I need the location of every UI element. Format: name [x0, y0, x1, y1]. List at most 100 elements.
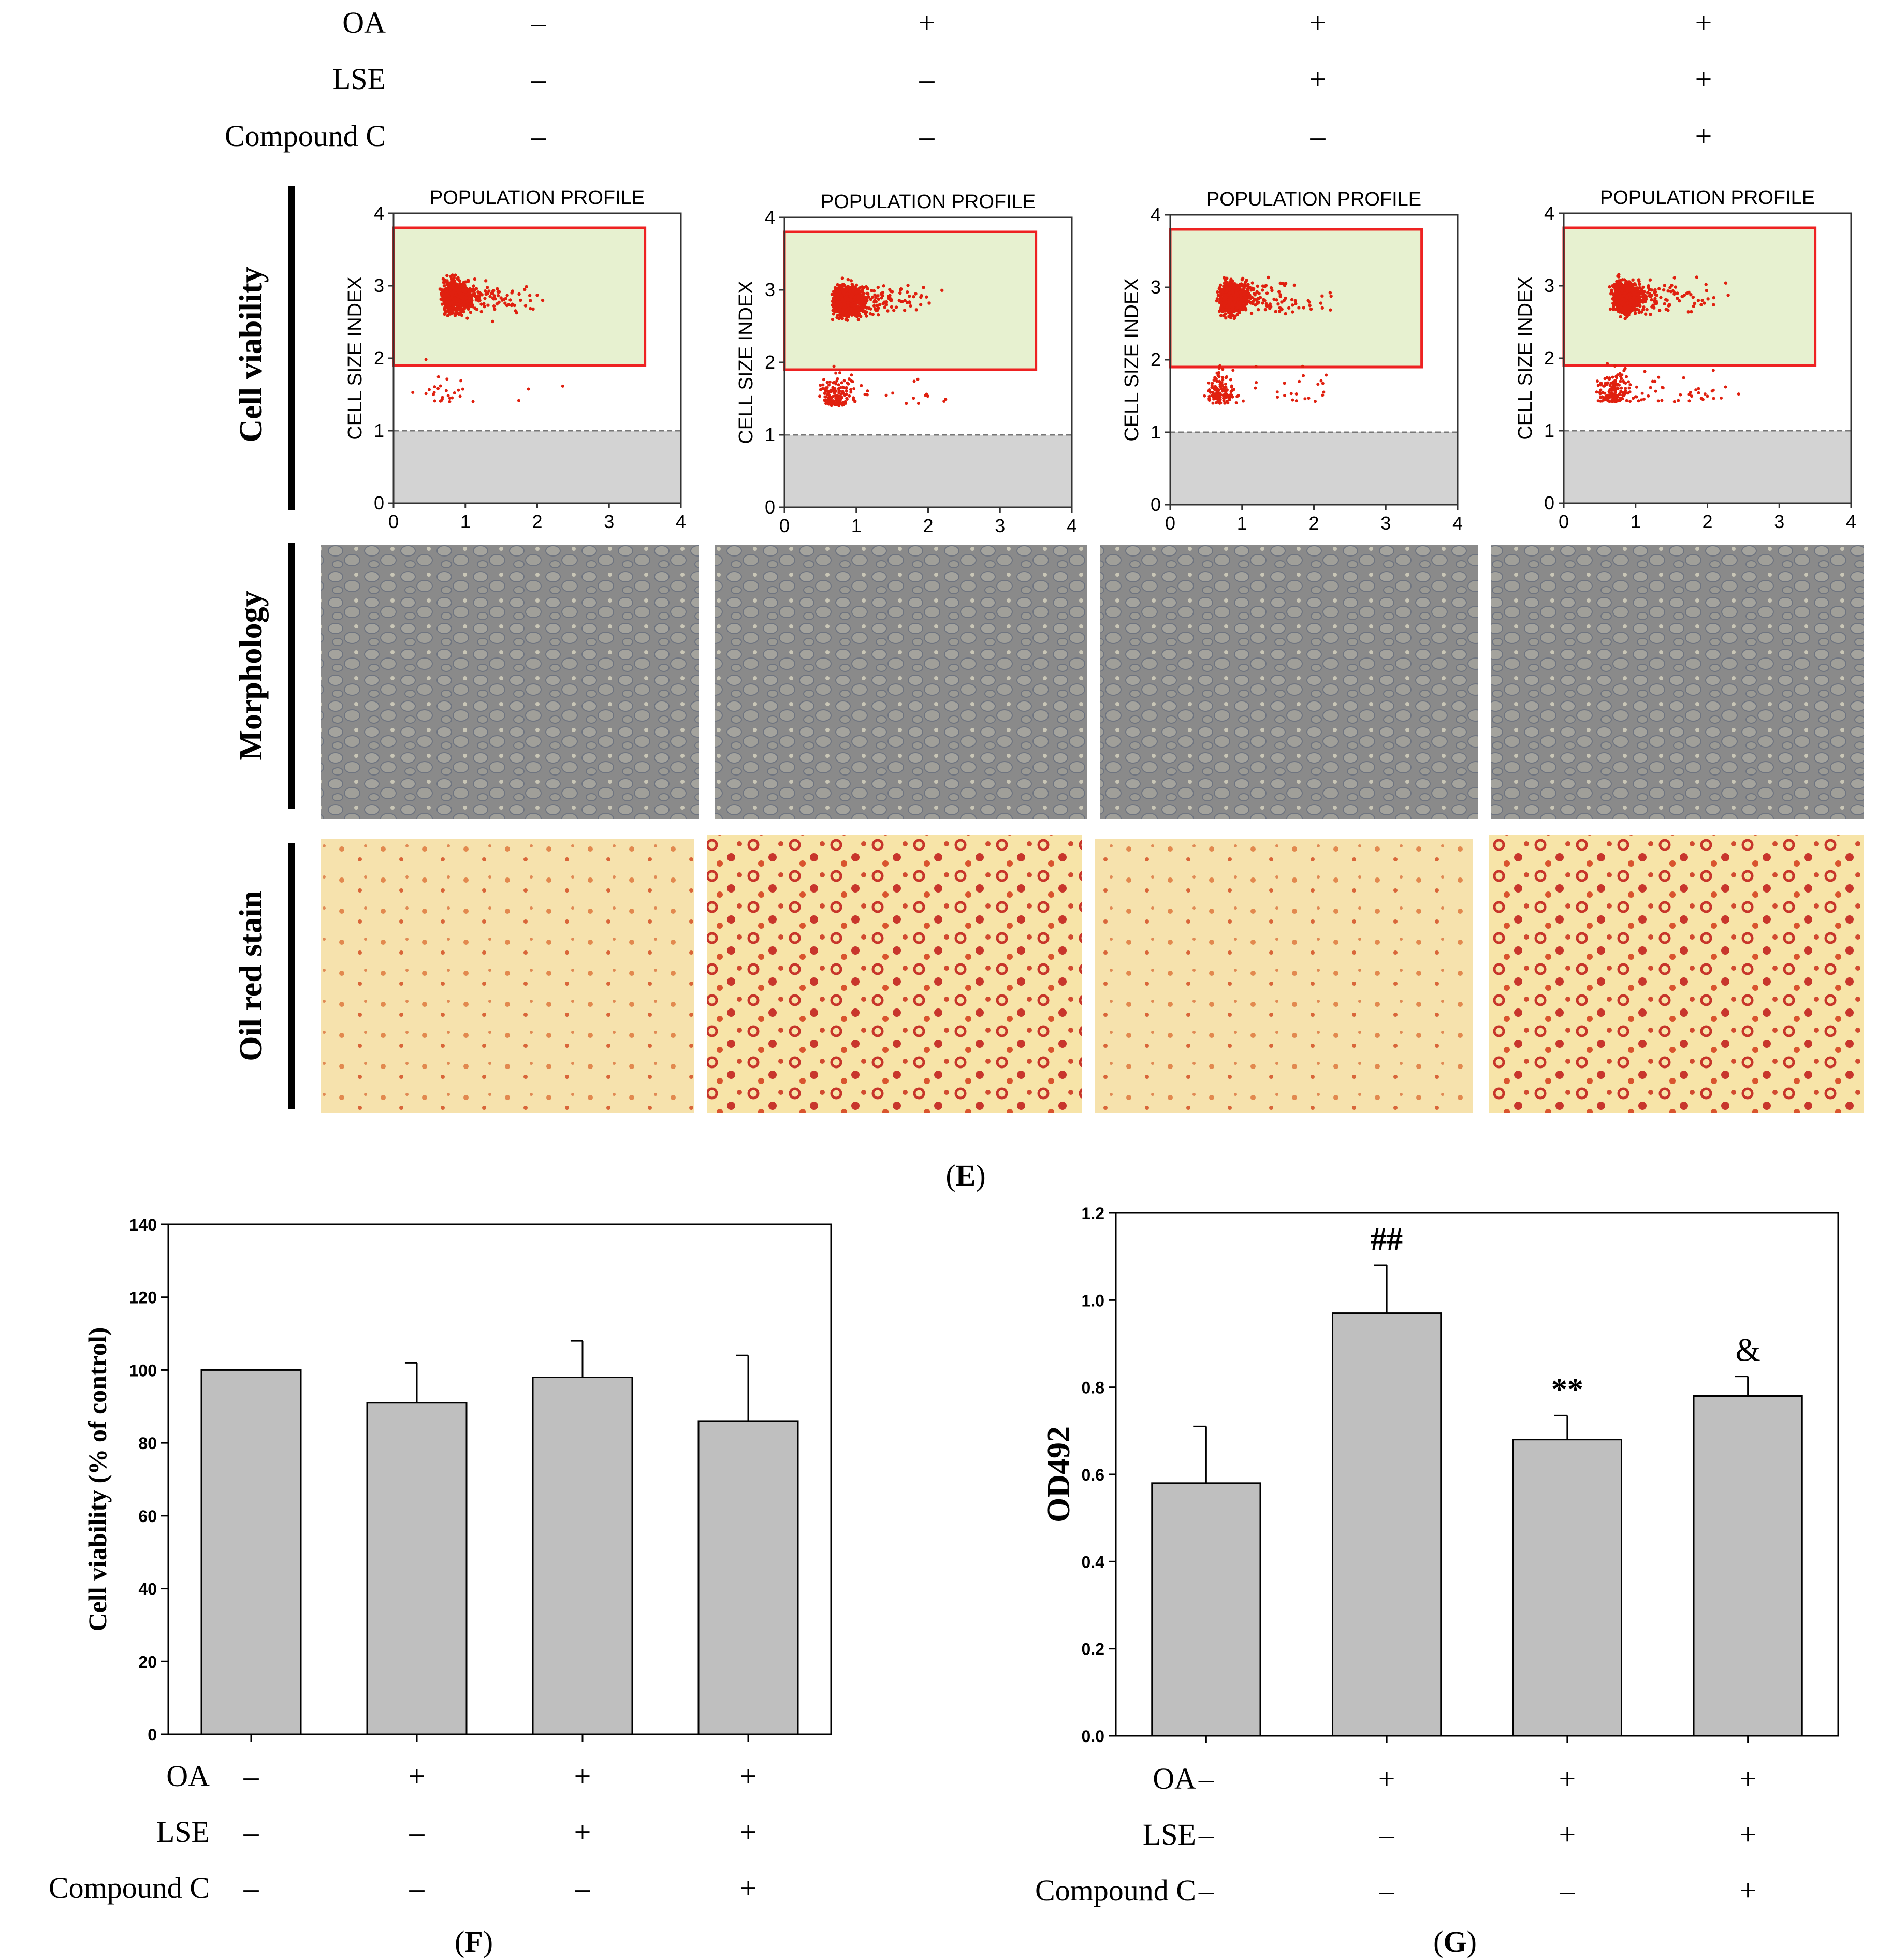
treatment-sign: +	[740, 1759, 757, 1793]
cell-point	[1712, 397, 1715, 400]
cell-point	[1293, 299, 1297, 303]
cell-point	[1320, 306, 1325, 310]
cell-point	[1227, 397, 1231, 401]
row-label-oil-red-stain: Oil red stain	[234, 890, 269, 1061]
cell-point	[1263, 299, 1267, 302]
cell-point	[517, 399, 520, 402]
cell-point	[1245, 279, 1248, 282]
cell-point	[827, 383, 831, 387]
cell-point	[1694, 388, 1698, 392]
cell-point	[1635, 302, 1639, 305]
cell-point	[903, 299, 907, 302]
cell-point	[1244, 289, 1248, 294]
cell-point	[837, 383, 840, 387]
cell-point	[1666, 289, 1670, 293]
y-tick-label: 20	[138, 1652, 157, 1671]
cell-point	[1298, 379, 1301, 383]
cell-point	[870, 295, 875, 299]
profile-y-label: CELL SIZE INDEX	[1121, 278, 1143, 441]
cell-point	[819, 388, 822, 391]
treatment-sign: –	[243, 1871, 259, 1905]
cell-point	[1602, 397, 1606, 401]
x-tick-label: 4	[1452, 513, 1463, 534]
cell-point	[1614, 375, 1618, 378]
cell-point	[1272, 297, 1276, 301]
cell-point	[1267, 275, 1270, 280]
cell-point	[1622, 381, 1626, 384]
profile-y-label: CELL SIZE INDEX	[344, 276, 366, 440]
treatment-sign: –	[531, 119, 547, 153]
cell-point	[463, 280, 468, 284]
cell-point	[823, 395, 827, 399]
cell-point	[1270, 288, 1274, 292]
y-tick-label: 0.2	[1082, 1640, 1104, 1659]
cell-point	[1650, 288, 1654, 292]
x-tick-label: 2	[1702, 511, 1712, 532]
cell-point	[912, 295, 915, 299]
cell-point	[916, 402, 920, 405]
population-profile-1: 00 1 1 2 2 3 3 4 4 POPULATION PROFILE CELL SIZE IN…	[344, 187, 686, 532]
cell-point	[490, 291, 493, 296]
cell-point	[881, 290, 885, 295]
cell-point	[1275, 298, 1278, 302]
cell-point	[850, 292, 854, 296]
cell-point	[1322, 390, 1326, 394]
cell-point	[441, 396, 444, 399]
cell-point	[889, 289, 893, 294]
cell-point	[894, 305, 898, 309]
cell-point	[1256, 284, 1260, 288]
cell-point	[1278, 293, 1282, 297]
live-gate	[392, 226, 647, 367]
cell-point	[453, 391, 456, 395]
cell-point	[1616, 282, 1619, 285]
cell-point	[1238, 290, 1242, 295]
cell-point	[1222, 296, 1226, 300]
cell-point	[1711, 369, 1715, 372]
cell-point	[863, 392, 867, 396]
cell-point	[1241, 399, 1245, 403]
cell-point	[899, 300, 903, 303]
cell-point	[876, 313, 880, 317]
cell-point	[1277, 290, 1281, 294]
cell-point	[1239, 283, 1243, 287]
cell-point	[832, 399, 835, 403]
profile-title: POPULATION PROFILE	[430, 187, 645, 209]
cell-point	[1261, 301, 1264, 305]
cell-point	[1650, 298, 1653, 302]
cell-point	[1682, 376, 1685, 379]
cell-point	[1232, 297, 1235, 301]
oil-red-image-4	[1489, 835, 1864, 1113]
cell-point	[462, 302, 466, 305]
cell-point	[1207, 381, 1211, 385]
cell-point	[840, 317, 844, 320]
treatment-label-oa: OA	[342, 6, 386, 39]
cell-point	[1660, 399, 1664, 402]
cell-point	[1653, 297, 1657, 301]
panel-e-treatment-header: OA LSE Compound C – + + + – – + + – – – …	[225, 6, 1712, 153]
x-tick-label: 1	[1237, 513, 1247, 534]
cell-point	[1216, 294, 1220, 297]
cell-point	[898, 291, 902, 295]
y-tick-label: 4	[1151, 204, 1161, 225]
cell-point	[1687, 399, 1691, 403]
cell-point	[472, 284, 475, 288]
cell-point	[1635, 395, 1638, 399]
cell-point	[492, 307, 497, 311]
cell-point	[1325, 373, 1328, 377]
cell-point	[1283, 393, 1286, 397]
row-label-morphology: Morphology	[234, 591, 269, 760]
cell-point	[1221, 375, 1225, 379]
cell-point	[912, 397, 915, 400]
y-tick-label: 1.0	[1082, 1291, 1104, 1310]
y-tick-label: 40	[138, 1580, 157, 1599]
treatment-sign: +	[1559, 1818, 1576, 1851]
cell-point	[1210, 393, 1214, 397]
cell-point	[1226, 401, 1230, 405]
cell-point	[1620, 386, 1623, 390]
y-tick-label: 80	[138, 1434, 157, 1453]
cell-point	[1220, 389, 1224, 393]
cell-point	[838, 284, 841, 287]
chart-f: 0 20 40 60 80 100 120 140 Cell viability (% of c…	[49, 1216, 832, 1958]
cell-point	[446, 394, 450, 398]
cell-point	[1648, 294, 1652, 298]
